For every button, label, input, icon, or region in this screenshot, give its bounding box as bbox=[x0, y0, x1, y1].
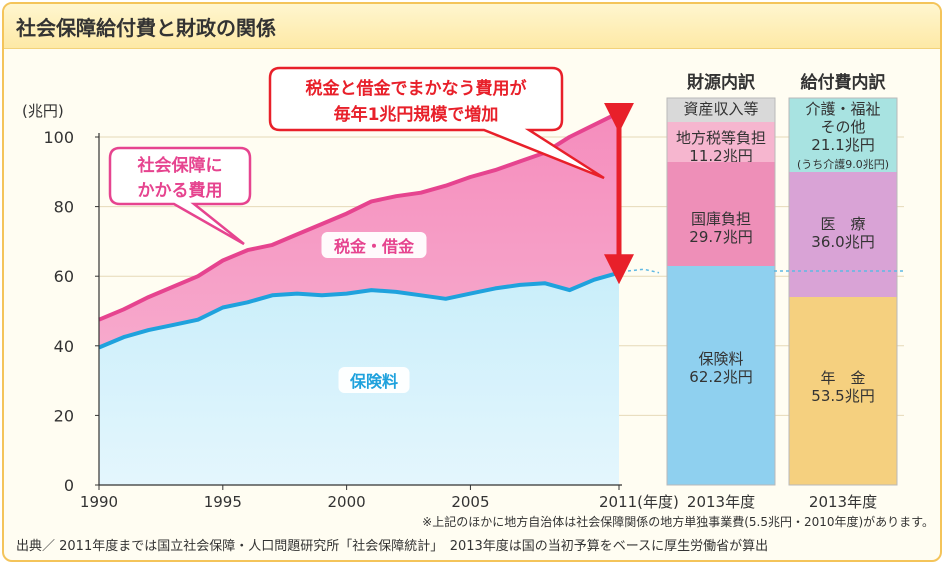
benefit-bar-outline bbox=[788, 97, 898, 486]
benefit-bar-segment bbox=[789, 98, 897, 172]
insurance-area-label-bg bbox=[338, 367, 410, 393]
connector-left bbox=[627, 268, 660, 274]
callout-top-line2: 毎年1兆円規模で増加 bbox=[334, 104, 499, 125]
funding-bar-year: 2013年度 bbox=[687, 493, 755, 511]
y-tick-label: 20 bbox=[54, 406, 74, 425]
benefit-bar-segment-label: 介護・福祉 bbox=[805, 100, 880, 118]
source-note: 出典／ 2011年度までは国立社会保障・人口問題研究所「社会保障統計」 2013… bbox=[16, 538, 768, 554]
funding-bar-segment-label: 地方税等負担 bbox=[676, 129, 766, 147]
insurance-line bbox=[98, 270, 620, 350]
y-tick-label: 80 bbox=[54, 198, 74, 217]
benefit-bar-segment-label: 36.0兆円 bbox=[811, 233, 874, 251]
x-tick-label: 2000 bbox=[328, 493, 366, 511]
funding-bar-segment-label: 11.2兆円 bbox=[689, 147, 752, 165]
benefit-bar-segment-label: その他 bbox=[820, 118, 865, 136]
benefit-bar-segment-label: 年 金 bbox=[820, 369, 865, 387]
axes: 0 20 40 60 80 100 (兆円) 1990 1995 2000 2005 2011(年度) bbox=[22, 102, 679, 511]
funding-bar-segment-label: 29.7兆円 bbox=[689, 228, 752, 246]
breakdown-bars: 財源内訳資産収入等地方税等負担11.2兆円国庫負担29.7兆円保険料62.2兆円… bbox=[666, 72, 898, 511]
benefit-bar-year: 2013年度 bbox=[809, 493, 877, 511]
funding-bar-segment bbox=[667, 266, 775, 485]
funding-bar-header: 財源内訳 bbox=[686, 72, 756, 93]
funding-bar-outline bbox=[666, 97, 776, 486]
x-tick-label: 2005 bbox=[451, 493, 489, 511]
callout-social-line1: 社会保障に bbox=[137, 155, 223, 176]
page-title: 社会保障給付費と財政の関係 bbox=[16, 16, 276, 40]
callout-social-bubble bbox=[108, 146, 252, 246]
callout-top-bubble bbox=[268, 66, 605, 180]
x-tick-label: 1990 bbox=[80, 493, 118, 511]
benefit-bar-header: 給付費内訳 bbox=[801, 72, 887, 93]
x-tick-label: 2011(年度) bbox=[599, 493, 679, 511]
benefit-bar-segment-label: 21.1兆円 bbox=[811, 136, 874, 154]
benefit-bar-segment-label: 53.5兆円 bbox=[811, 387, 874, 405]
benefit-bar-segment-label: 医 療 bbox=[820, 215, 865, 233]
benefit-bar-segment-label: (うち介護9.0兆円) bbox=[797, 157, 889, 171]
y-tick-label: 60 bbox=[54, 267, 74, 286]
benefit-bar-segment bbox=[789, 172, 897, 297]
insurance-area-label: 保険料 bbox=[349, 372, 398, 391]
y-tick-label: 40 bbox=[54, 337, 74, 356]
funding-bar-segment bbox=[667, 98, 775, 122]
callout-top-line1: 税金と借金でまかなう費用が bbox=[306, 78, 527, 99]
x-tick-label: 1995 bbox=[204, 493, 242, 511]
y-tick-label: 100 bbox=[43, 128, 74, 147]
y-axis-label: (兆円) bbox=[22, 102, 64, 120]
funding-bar-segment bbox=[667, 162, 775, 266]
title-bar: 社会保障給付費と財政の関係 bbox=[4, 4, 940, 49]
funding-bar-segment bbox=[667, 122, 775, 162]
funding-bar-segment-label: 国庫負担 bbox=[691, 210, 751, 228]
benefit-bar-segment bbox=[789, 297, 897, 485]
tax-area-label-bg bbox=[321, 232, 427, 258]
callout-social-line2: かかる費用 bbox=[138, 180, 223, 201]
total-line bbox=[98, 110, 620, 322]
tax-area-label: 税金・借金 bbox=[334, 237, 415, 256]
y-tick-label: 0 bbox=[64, 476, 74, 495]
funding-bar-segment-label: 62.2兆円 bbox=[689, 368, 752, 386]
funding-bar-segment-label: 保険料 bbox=[698, 350, 743, 368]
footnote: ※上記のほかに地方自治体は社会保障関係の地方単独事業費(5.5兆円・2010年度… bbox=[422, 514, 934, 529]
funding-bar-segment-label: 資産収入等 bbox=[683, 100, 758, 118]
